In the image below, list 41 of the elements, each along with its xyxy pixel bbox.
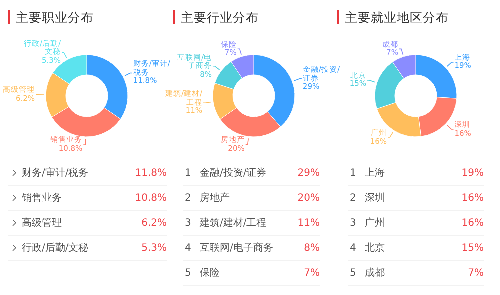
text: 4 bbox=[185, 243, 192, 254]
category-label: 深圳 bbox=[365, 193, 385, 204]
text: 3 bbox=[185, 218, 192, 229]
text: 5 bbox=[350, 268, 356, 279]
text: 7% bbox=[304, 268, 320, 279]
text: 1 bbox=[185, 168, 192, 179]
text: 11.8% bbox=[135, 168, 167, 179]
text: 19% bbox=[462, 168, 484, 179]
text: 3 bbox=[350, 218, 356, 229]
text: 7% bbox=[468, 268, 484, 279]
chart-title: 主要就业地区分布 bbox=[345, 10, 449, 25]
category-label: 高级管理 bbox=[22, 218, 62, 229]
category-label: 保险 bbox=[200, 268, 220, 279]
text: 29% bbox=[298, 168, 320, 179]
text: 8% bbox=[304, 243, 320, 254]
text: 20% bbox=[298, 193, 320, 204]
category-label: 广州 bbox=[365, 218, 385, 229]
text: 2 bbox=[185, 193, 192, 204]
chart-title: 主要行业分布 bbox=[181, 10, 259, 25]
category-label: 建筑/建材/工程 bbox=[200, 218, 267, 229]
category-label: 互联网/电子商务 bbox=[200, 243, 274, 254]
text: 1 bbox=[350, 168, 356, 179]
category-label: 金融/投资/证券 bbox=[200, 168, 267, 179]
category-label: 销售业务 bbox=[22, 193, 62, 204]
category-label: 成都 bbox=[365, 268, 385, 279]
text: 2 bbox=[350, 193, 356, 204]
category-label: 上海 bbox=[365, 168, 385, 179]
text: 10.8% bbox=[135, 193, 167, 204]
text: 11% bbox=[298, 218, 320, 229]
category-label: 行政/后勤/文秘 bbox=[22, 243, 89, 254]
category-label: 房地产 bbox=[200, 193, 230, 204]
text: 16% bbox=[462, 218, 484, 229]
category-label: 财务/审计/税务 bbox=[22, 168, 89, 179]
text: 5 bbox=[185, 268, 192, 279]
chart-title: 主要职业分布 bbox=[16, 10, 94, 25]
text: 4 bbox=[350, 243, 356, 254]
category-label: 北京 bbox=[365, 243, 385, 254]
text: 15% bbox=[462, 243, 484, 254]
text: 6.2% bbox=[142, 218, 167, 229]
text: 16% bbox=[462, 193, 484, 204]
text: 5.3% bbox=[142, 243, 167, 254]
